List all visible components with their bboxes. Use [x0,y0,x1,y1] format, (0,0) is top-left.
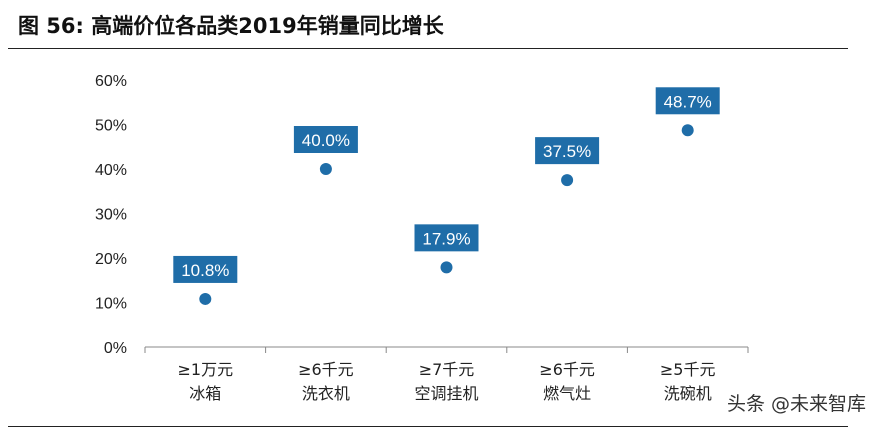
data-point [319,163,332,175]
x-tick-label: 空调挂机 [414,384,478,403]
data-label-box [535,137,600,165]
x-tick-label: ≥7千元 [419,360,475,379]
x-tick-label: ≥6千元 [539,360,595,379]
data-label: 37.5% [543,142,591,161]
chart-title: 图 56: 高端价位各品类2019年销量同比增长 [18,14,444,38]
data-label-box [655,87,720,115]
y-tick-label: 50% [95,118,127,135]
x-axis-ticks [144,347,749,353]
x-tick-label: 冰箱 [189,384,221,403]
x-tick-label: ≥1万元 [178,360,234,379]
data-label-box [414,224,479,252]
y-tick-label: 10% [95,296,127,313]
data-point [561,174,574,187]
watermark: 头条 @未来智库 [726,393,866,415]
data-label-box [293,126,358,153]
y-axis: 60% 50% 40% 30% 20% 10% 0% [95,73,127,357]
data-points [199,124,694,305]
x-tick-label: 洗衣机 [302,384,350,403]
data-label: 48.7% [664,92,712,111]
x-tick-label: ≥5千元 [660,360,716,379]
title-divider [8,48,848,49]
y-tick-label: 0% [104,340,127,357]
data-labels: 10.8% 40.0% 17.9% 37.5% 48.7% [173,87,720,283]
y-tick-label: 30% [95,207,127,224]
y-tick-label: 40% [95,162,127,179]
x-tick-label: 燃气灶 [543,384,591,403]
data-point [681,124,694,137]
data-label: 10.8% [181,261,229,280]
x-tick-label: ≥6千元 [298,360,354,379]
x-tick-label: 洗碗机 [664,384,712,403]
y-tick-label: 20% [95,251,127,268]
data-label-box [173,255,238,283]
data-label: 17.9% [422,229,470,248]
y-tick-label: 60% [95,73,127,90]
data-point [199,292,212,305]
data-label: 40.0% [302,131,350,150]
data-point [440,261,453,274]
bottom-divider [8,426,848,427]
